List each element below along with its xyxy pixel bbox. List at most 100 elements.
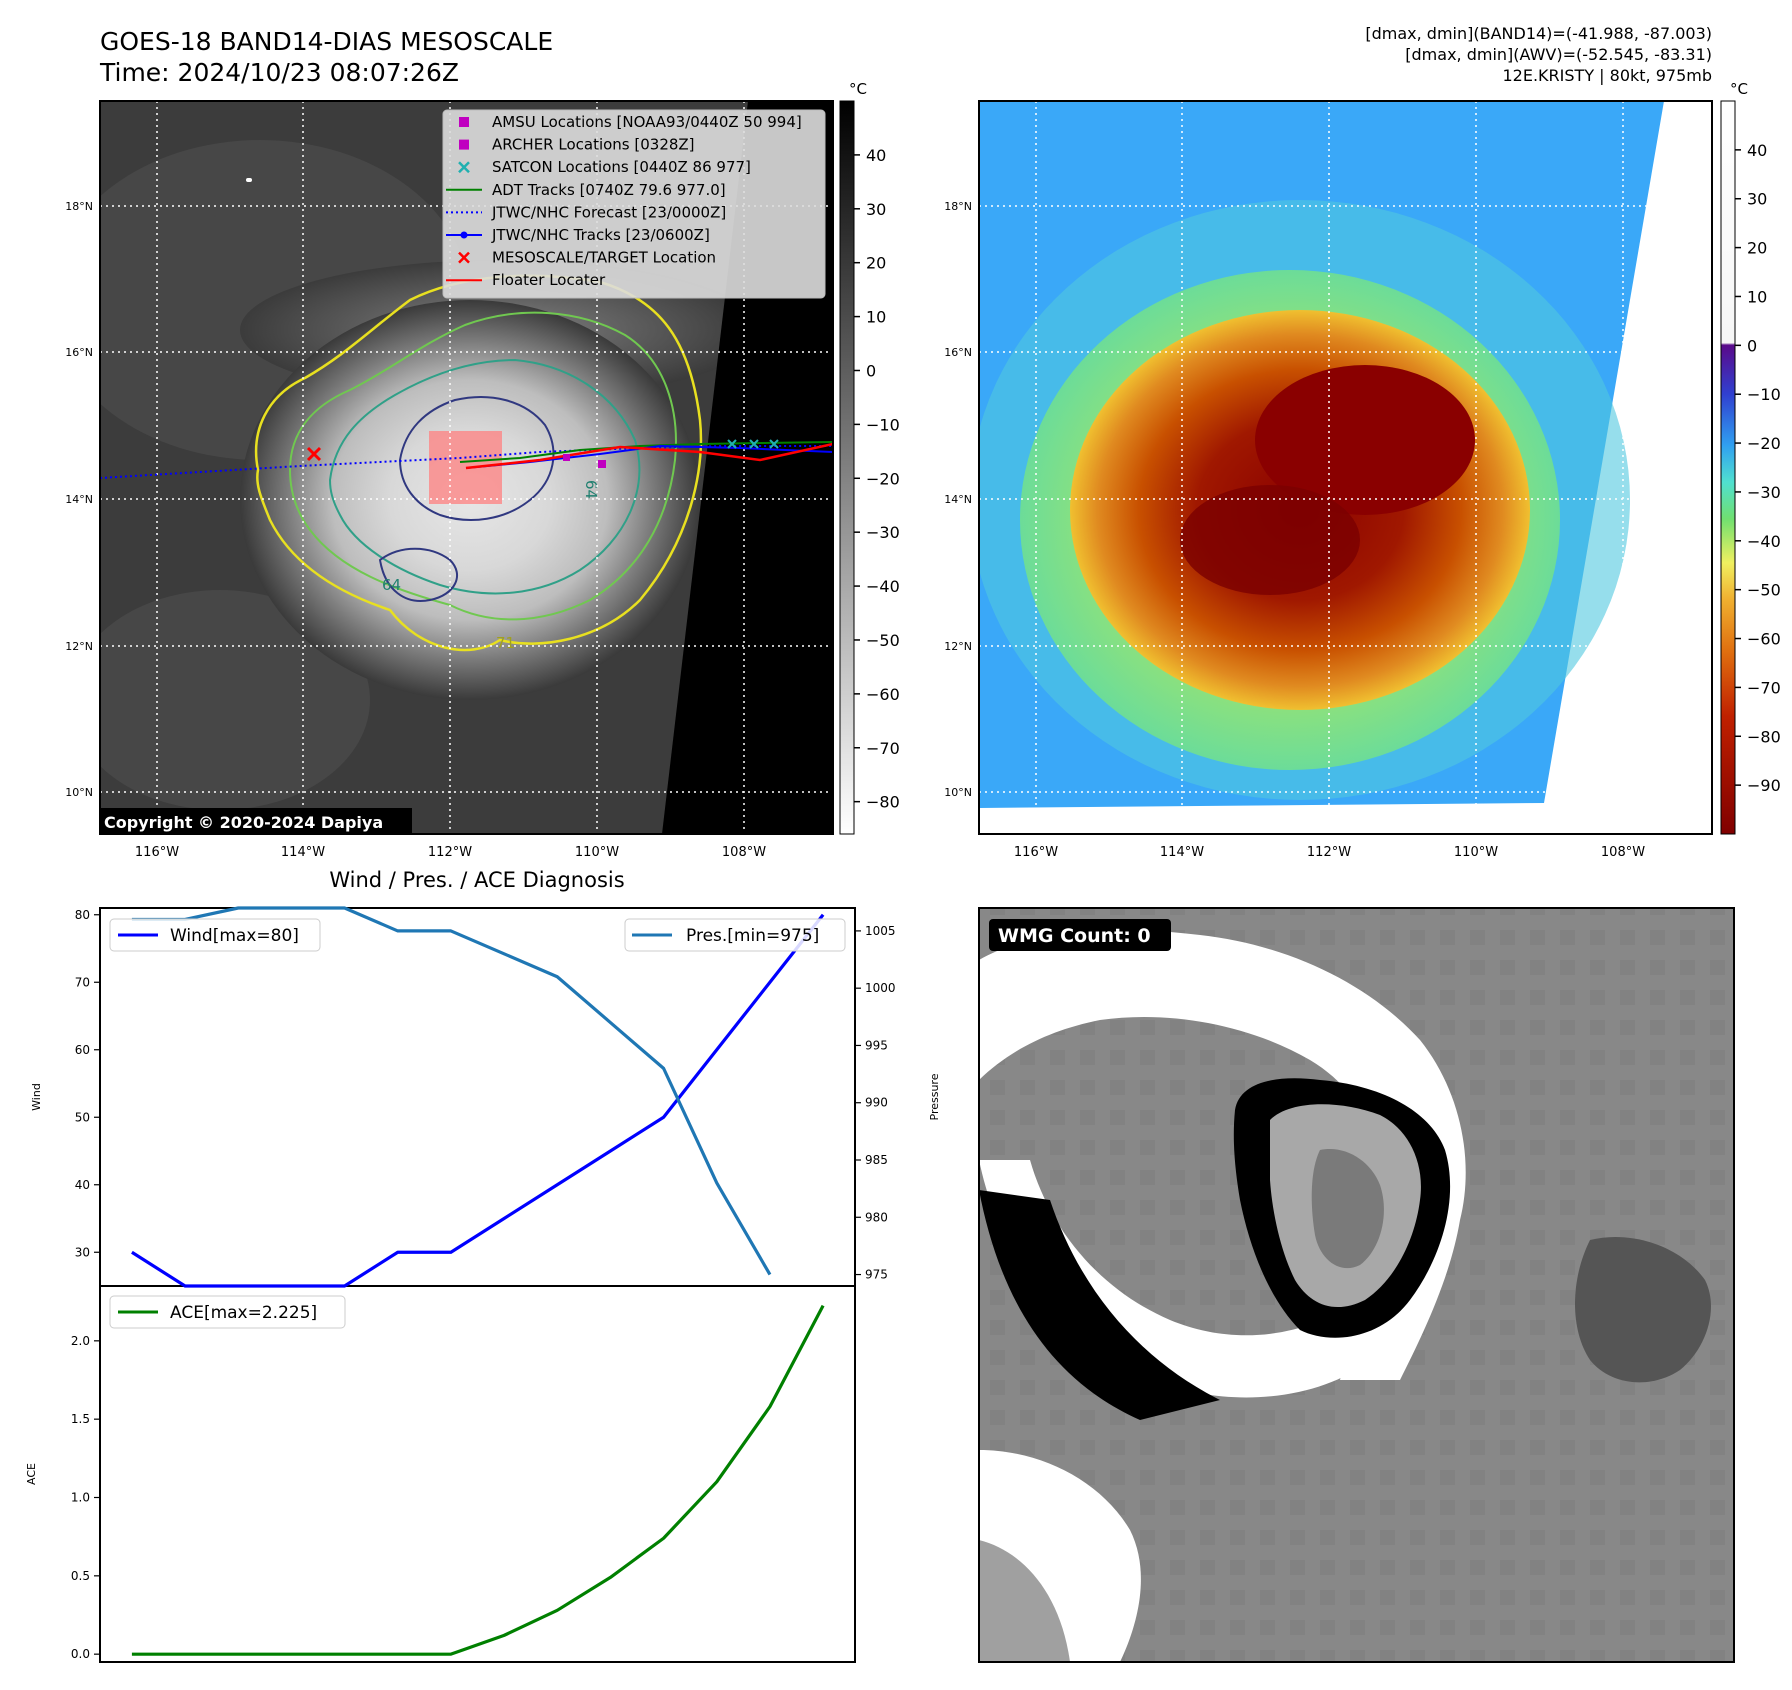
diagnosis-title: Wind / Pres. / ACE Diagnosis bbox=[329, 868, 624, 892]
wind-tick-label-1: 70 bbox=[75, 975, 90, 989]
cbEnhTicks-label-12: −80 bbox=[1747, 727, 1781, 746]
grayscale-colorbar: °C 40 30 20 10 0 −10 −20 −30 −40 −50 −60 −70 −80 bbox=[839, 80, 900, 835]
legend-box bbox=[442, 109, 826, 299]
lon-label-114w: 114°W bbox=[281, 845, 325, 860]
pressure-legend-label: Pres.[min=975] bbox=[686, 926, 819, 946]
adt-track bbox=[459, 441, 833, 463]
contour-label-64-a: 64 bbox=[382, 576, 401, 594]
cbEnhTicks-label-5: −10 bbox=[1747, 385, 1781, 404]
cbGrayTicks-label-0: 40 bbox=[866, 146, 886, 165]
pressure-legend-box bbox=[624, 918, 846, 952]
lat-label-18n: 18°N bbox=[65, 200, 93, 213]
cbGrayTicks-label-5: −10 bbox=[866, 415, 900, 434]
legend-label-5: JTWC/NHC Tracks [23/0600Z] bbox=[491, 226, 710, 244]
contour-label-71: 71 bbox=[496, 634, 515, 652]
contour-navy bbox=[398, 396, 555, 521]
lon-label-116w: 116°W bbox=[135, 845, 179, 860]
map-frame-2 bbox=[978, 100, 1713, 835]
cbGrayTicks-label-8: −40 bbox=[866, 577, 900, 596]
lon-label-108w: 108°W bbox=[722, 845, 766, 860]
cloud-band-sw bbox=[100, 590, 370, 810]
wind-legend-label: Wind[max=80] bbox=[170, 926, 299, 946]
lon-label-112w: 112°W bbox=[428, 845, 472, 860]
wmg-panel: WMG Count: 0 bbox=[978, 907, 1735, 1663]
pressure-legend: Pres.[min=975] bbox=[624, 918, 846, 952]
legend-label-0: AMSU Locations [NOAA93/0440Z 50 994] bbox=[492, 113, 802, 131]
wmg-count-label: WMG Count: 0 bbox=[998, 925, 1151, 947]
lon-label-116w-2: 116°W bbox=[1014, 845, 1058, 860]
copyright-text: Copyright © 2020-2024 Dapiya bbox=[104, 813, 383, 832]
wind-tick-label-0: 80 bbox=[75, 908, 90, 922]
legend-label-3: ADT Tracks [0740Z 79.6 977.0] bbox=[492, 181, 726, 199]
pres-tick-label-3: 990 bbox=[865, 1096, 888, 1110]
band14-stats: [dmax, dmin](BAND14)=(-41.988, -87.003) bbox=[1365, 24, 1712, 43]
archer-amsu-markers bbox=[563, 454, 606, 468]
wmg-gray-sw bbox=[979, 1540, 1070, 1662]
colorbar-enh-unit: °C bbox=[1730, 80, 1748, 98]
wind-legend: Wind[max=80] bbox=[109, 918, 321, 952]
pressure-series-line bbox=[131, 906, 772, 1276]
lat-label-10n-2: 10°N bbox=[944, 786, 972, 799]
ace-tick-label-3: 0.5 bbox=[71, 1569, 90, 1583]
cbEnhTicks-label-1: 30 bbox=[1747, 190, 1767, 209]
cbEnhTicks-label-3: 10 bbox=[1747, 287, 1767, 306]
cbGrayTicks-label-3: 10 bbox=[866, 308, 886, 327]
wind-axis-label: Wind bbox=[30, 1083, 43, 1111]
ace-series-line bbox=[131, 1304, 825, 1656]
ace-tick-label-2: 1.0 bbox=[71, 1491, 90, 1505]
lon-label-108w-2: 108°W bbox=[1601, 845, 1645, 860]
contour-teal bbox=[328, 358, 641, 595]
legend-label-4: JTWC/NHC Forecast [23/0000Z] bbox=[491, 203, 726, 221]
cbGrayTicks-label-12: −80 bbox=[866, 793, 900, 812]
floater-locater-track bbox=[465, 442, 833, 470]
wind-series-line bbox=[131, 913, 825, 1288]
legend-label-7: Floater Locater bbox=[492, 271, 606, 289]
cbEnhTicks-label-9: −50 bbox=[1747, 581, 1781, 600]
lon-label-112w-2: 112°W bbox=[1307, 845, 1351, 860]
cbGrayTicks-label-1: 30 bbox=[866, 200, 886, 219]
wmg-count-box bbox=[989, 919, 1171, 951]
lat-label-10n: 10°N bbox=[65, 786, 93, 799]
lat-label-14n: 14°N bbox=[65, 493, 93, 506]
legend-marker-2 bbox=[458, 161, 470, 174]
cbEnhTicks-label-11: −70 bbox=[1747, 678, 1781, 697]
lon-label-114w-2: 114°W bbox=[1160, 845, 1204, 860]
colorbar-gray-unit: °C bbox=[849, 80, 867, 98]
cbGrayTicks-label-2: 20 bbox=[866, 254, 886, 273]
lat-label-16n: 16°N bbox=[65, 346, 93, 359]
lat-label-18n-2: 18°N bbox=[944, 200, 972, 213]
legend-marker-dot-5 bbox=[460, 231, 468, 239]
satcon-markers bbox=[727, 439, 779, 449]
grayscale-ir-map: 64 64 71 bbox=[65, 100, 834, 860]
wind-tick-label-2: 60 bbox=[75, 1043, 90, 1057]
wmg-white-band-upper bbox=[979, 930, 1466, 1380]
pres-tick-label-2: 995 bbox=[865, 1038, 888, 1052]
wind-legend-box bbox=[109, 918, 321, 952]
diagnosis-chart: Wind / Pres. / ACE Diagnosis Wind Pressu… bbox=[25, 868, 941, 1663]
cbEnhTicks-label-0: 40 bbox=[1747, 141, 1767, 160]
map-frame-1 bbox=[99, 100, 834, 835]
pres-tick-label-5: 980 bbox=[865, 1210, 888, 1224]
wmg-dark-blob-east bbox=[1575, 1236, 1711, 1383]
cbEnhTicks-label-2: 20 bbox=[1747, 239, 1767, 258]
legend-marker-6 bbox=[458, 251, 470, 264]
enh-inner-band bbox=[1180, 485, 1360, 595]
enhanced-colorbar: °C 40 30 20 10 0 −10 −20 −30 −40 −50 −60 −70 −80 −90 bbox=[1720, 80, 1781, 835]
wmg-frame bbox=[978, 907, 1735, 1663]
legend-marker-1 bbox=[459, 139, 469, 150]
wind-pres-plot-frame bbox=[99, 907, 856, 1287]
track-legend: AMSU Locations [NOAA93/0440Z 50 994] ARCH… bbox=[442, 109, 826, 299]
ace-legend: ACE[max=2.225] bbox=[109, 1295, 346, 1329]
mesoscale-target-marker bbox=[306, 446, 322, 462]
cbGrayTicks-label-7: −30 bbox=[866, 523, 900, 542]
jtwc-forecast-track bbox=[100, 445, 833, 479]
ace-axis-label: ACE bbox=[25, 1463, 38, 1485]
cbEnhTicks-label-10: −60 bbox=[1747, 630, 1781, 649]
cloud-speck bbox=[246, 178, 252, 182]
copyright-box bbox=[100, 808, 412, 834]
ace-legend-box bbox=[109, 1295, 346, 1329]
wmg-black-arc bbox=[979, 1190, 1220, 1420]
contour-yellow bbox=[254, 274, 703, 652]
ace-tick-label-4: 0.0 bbox=[71, 1647, 90, 1661]
wmg-white-band-lower bbox=[979, 1160, 1370, 1398]
